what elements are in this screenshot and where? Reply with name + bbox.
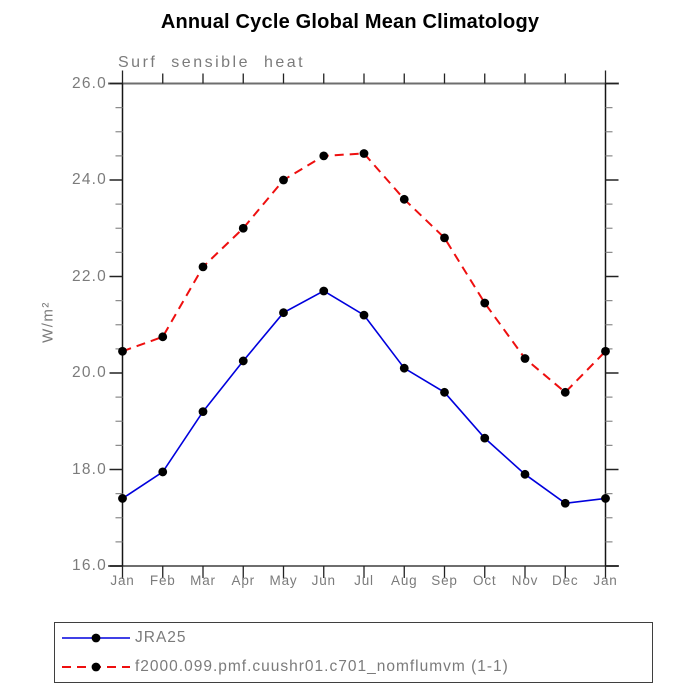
data-point-marker: [359, 149, 369, 158]
data-point-marker: [118, 346, 127, 356]
y-tick-label: 16.0: [72, 557, 107, 574]
x-tick-label: Dec: [552, 573, 579, 588]
data-point-marker: [198, 262, 208, 272]
data-point-marker: [520, 354, 530, 363]
x-tick-label: Sep: [431, 573, 458, 588]
legend-marker-dot: [91, 662, 101, 672]
chart-subtitle: Surf sensible heat: [118, 54, 306, 71]
legend-line-sample: [62, 633, 130, 643]
legend-marker-dot: [91, 633, 101, 643]
x-tick-label: Feb: [149, 573, 176, 588]
data-point-marker: [319, 286, 329, 296]
data-point-marker: [601, 346, 610, 356]
y-tick-label: 18.0: [72, 460, 107, 478]
x-tick-label: Jan: [593, 573, 618, 588]
data-point-marker: [158, 467, 168, 477]
series-line-0: [122, 290, 606, 505]
chart-title: Annual Cycle Global Mean Climatology: [160, 11, 540, 33]
data-point-marker: [359, 310, 369, 320]
legend-row: JRA25: [60, 624, 652, 652]
data-point-marker: [319, 151, 329, 161]
legend-label: JRA25: [135, 629, 187, 646]
x-tick-label: Jun: [311, 573, 336, 588]
x-tick-label: Mar: [190, 573, 216, 588]
data-point-marker: [480, 433, 490, 443]
data-point-marker: [118, 494, 127, 503]
data-point-marker: [238, 223, 248, 233]
data-point-marker: [560, 498, 570, 508]
data-point-marker: [440, 387, 449, 397]
y-tick-label: 26.0: [72, 74, 107, 92]
data-point-marker: [399, 363, 409, 373]
data-point-marker: [601, 494, 610, 503]
x-tick-label: Jan: [110, 573, 135, 588]
legend: JRA25 f2000.099.pmf.cuushr01.c701_nomflum…: [54, 622, 653, 683]
x-tick-label: Aug: [391, 573, 418, 588]
data-point-marker: [279, 308, 288, 318]
data-point-marker: [399, 194, 409, 204]
data-point-marker: [440, 233, 449, 243]
x-tick-label: Nov: [511, 573, 539, 588]
x-tick-label: Jul: [354, 573, 374, 588]
series-line-1: [122, 152, 607, 394]
data-point-marker: [198, 407, 208, 416]
data-point-marker: [480, 298, 490, 308]
y-tick-label: 20.0: [72, 364, 107, 381]
x-tick-label: Apr: [231, 573, 255, 588]
data-point-marker: [560, 387, 570, 397]
x-tick-label: Oct: [473, 573, 497, 588]
y-tick-label: 22.0: [72, 267, 107, 285]
legend-row: f2000.099.pmf.cuushr01.c701_nomflumvm (1…: [60, 653, 652, 681]
data-point-marker: [158, 332, 168, 342]
data-point-marker: [279, 175, 288, 185]
y-tick-label: 24.0: [72, 171, 107, 188]
legend-dashed-line-sample: [62, 662, 130, 672]
data-point-marker: [520, 469, 530, 479]
legend-label: f2000.099.pmf.cuushr01.c701_nomflumvm (1…: [135, 658, 509, 675]
x-tick-label: May: [269, 573, 298, 588]
data-point-marker: [238, 356, 248, 366]
